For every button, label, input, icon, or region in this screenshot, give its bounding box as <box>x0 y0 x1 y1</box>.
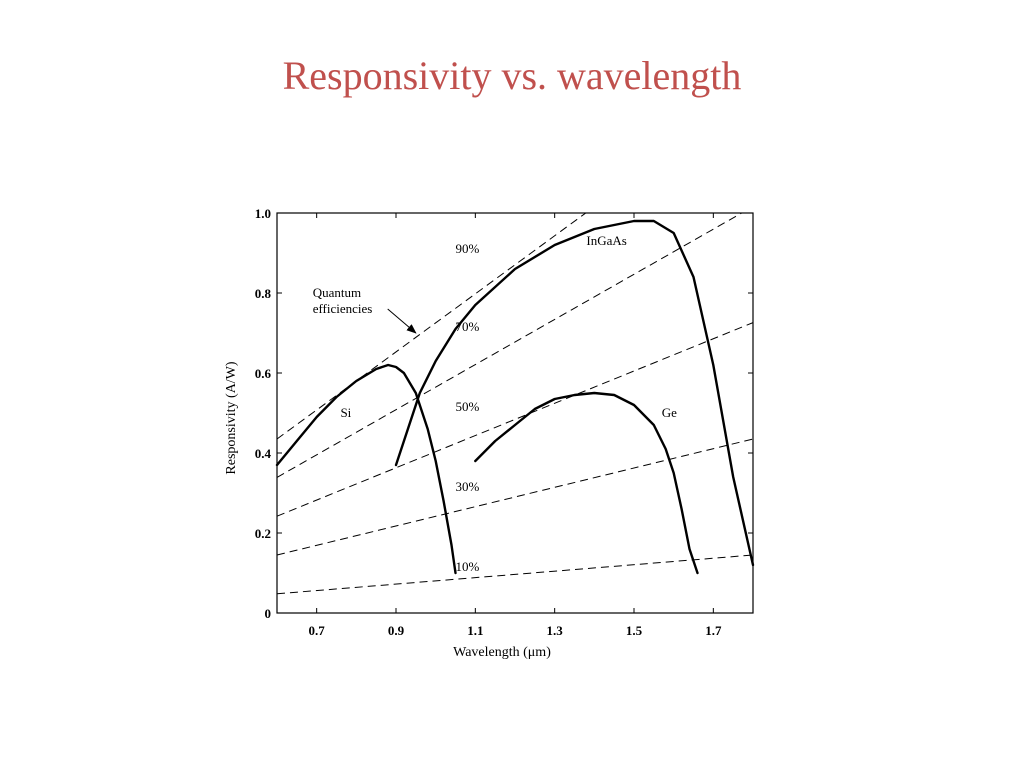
y-tick-label: 0.4 <box>255 446 272 461</box>
x-tick-label: 0.7 <box>309 623 326 638</box>
plot-frame <box>276 212 754 614</box>
efficiency-lines <box>276 212 754 595</box>
y-tick-label: 0.2 <box>255 526 271 541</box>
label-10pct: 10% <box>456 559 480 574</box>
label-30pct: 30% <box>456 479 480 494</box>
y-tick-label: 0.6 <box>255 366 272 381</box>
x-tick-label: 1.5 <box>626 623 643 638</box>
series-line-ingaas <box>394 219 755 567</box>
series-lines <box>275 219 755 575</box>
x-tick-label: 1.3 <box>547 623 564 638</box>
series-line-ge <box>474 391 699 575</box>
efficiency-line-30pct <box>276 438 754 556</box>
y-tick-label: 0 <box>265 606 272 621</box>
efficiency-line-10pct <box>276 554 754 595</box>
quantum-note-line: efficiencies <box>313 301 373 316</box>
y-tick-label: 1.0 <box>255 206 271 221</box>
x-axis-label: Wavelength (μm) <box>453 645 551 660</box>
quantum-note-arrow <box>387 308 417 334</box>
curve-labels: Si InGaAs Ge 90% 70% 50% 30% 10% <box>340 233 677 574</box>
x-tick-label: 1.7 <box>705 623 722 638</box>
quantum-note-line: Quantum <box>313 285 361 300</box>
slide-title: Responsivity vs. wavelength <box>282 53 742 98</box>
efficiency-line-90pct <box>276 212 587 440</box>
efficiency-line-50pct <box>276 322 754 517</box>
label-ge: Ge <box>662 405 677 420</box>
series-line-si <box>275 363 457 575</box>
label-50pct: 50% <box>456 399 480 414</box>
efficiency-line-70pct <box>276 212 742 478</box>
y-tick-label: 0.8 <box>255 286 272 301</box>
x-tick-label: 0.9 <box>388 623 405 638</box>
label-70pct: 70% <box>456 319 480 334</box>
axis-ticks: 0.7 0.9 1.1 1.3 1.5 1.7 0 0.2 0.4 0.6 0.8 1.0 <box>255 206 753 638</box>
y-axis-label: Responsivity (A/W) <box>224 361 239 474</box>
label-si: Si <box>340 405 351 420</box>
label-90pct: 90% <box>456 241 480 256</box>
label-ingaas: InGaAs <box>586 233 626 248</box>
x-tick-label: 1.1 <box>467 623 483 638</box>
